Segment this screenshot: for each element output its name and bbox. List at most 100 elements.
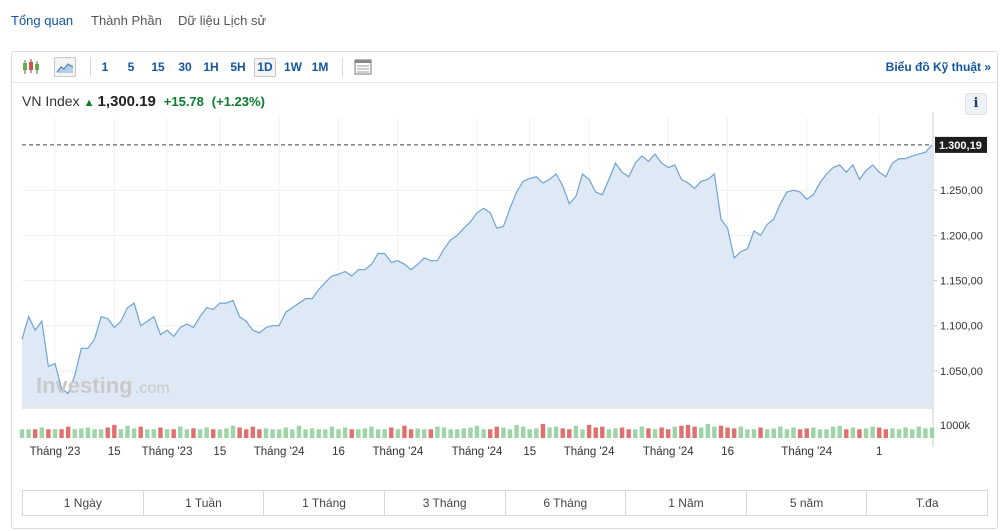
range-6m-button[interactable]: 6 Tháng (506, 491, 627, 515)
volume-bar (850, 427, 856, 438)
volume-bar (428, 429, 434, 438)
x-tick-label: 16 (721, 446, 734, 458)
volume-bar (158, 427, 163, 438)
volume-bar (514, 424, 519, 438)
volume-bar (369, 426, 374, 438)
volume-bar (534, 428, 539, 438)
range-1m-button[interactable]: 1 Tháng (264, 491, 385, 515)
volume-bar (39, 427, 44, 438)
volume-bar (778, 426, 783, 438)
range-1y-button[interactable]: 1 Năm (626, 491, 747, 515)
interval-5h-button[interactable]: 5H (230, 60, 246, 74)
range-1w-button[interactable]: 1 Tuần (144, 491, 265, 515)
volume-bar (540, 424, 546, 438)
volume-bar (224, 428, 229, 438)
y-tick-label: 1.050,00 (940, 366, 983, 378)
volume-bar (613, 428, 618, 438)
tab-historical-data[interactable]: Dữ liệu Lịch sử (178, 13, 267, 28)
volume-bar (738, 426, 743, 438)
volume-bar (600, 426, 605, 438)
volume-bar (448, 429, 453, 438)
volume-bar (863, 428, 869, 438)
range-1d-button[interactable]: 1 Ngày (23, 491, 144, 515)
volume-bar (296, 425, 302, 438)
volume-bar (197, 429, 203, 438)
index-price: 1,300.19 (97, 93, 156, 110)
volume-bar (19, 429, 25, 438)
interval-1h-button[interactable]: 1H (203, 60, 219, 74)
volume-bar (184, 429, 190, 438)
volume-bar (580, 429, 585, 438)
x-tick-label: Tháng '23 (142, 446, 193, 458)
range-3m-button[interactable]: 3 Tháng (385, 491, 506, 515)
volume-bar (303, 429, 308, 438)
volume-bar (672, 426, 678, 438)
volume-bar (547, 427, 552, 438)
volume-bar (758, 427, 763, 438)
volume-bar (916, 426, 922, 438)
info-button[interactable]: i (965, 93, 987, 115)
volume-bar (461, 428, 467, 438)
volume-bar (784, 429, 790, 438)
volume-bar (145, 429, 150, 438)
volume-bar (85, 427, 91, 438)
price-chart: Investing .com 1.050,00 1.100,00 1.150,00 1… (19, 112, 987, 458)
volume-bar (877, 427, 882, 438)
volume-bar (230, 425, 236, 438)
volume-bar (494, 426, 499, 438)
volume-bar (679, 425, 684, 438)
x-tick-label: Tháng '24 (372, 446, 423, 458)
volume-bar (520, 426, 526, 438)
candlestick-icon[interactable] (20, 57, 42, 77)
area-chart-icon[interactable] (54, 57, 76, 77)
volume-bar (797, 429, 803, 438)
volume-bar (435, 426, 440, 438)
volume-bar (336, 429, 341, 438)
price-line (21, 144, 933, 395)
volume-bar (164, 429, 170, 438)
tab-overview[interactable]: Tổng quan (11, 13, 74, 28)
quote-headline: VN Index ▲ 1,300.19 +15.78 (+1.23%) (22, 93, 265, 113)
volume-bar (263, 428, 269, 438)
volume-bar (771, 428, 776, 438)
volume-bar (270, 429, 275, 438)
volume-bar (323, 429, 328, 438)
interval-1mo-button[interactable]: 1M (311, 60, 329, 74)
tab-components[interactable]: Thành Phần (91, 13, 162, 28)
interval-5m-button[interactable]: 5 (127, 60, 135, 74)
volume-bar (764, 429, 770, 438)
interval-1w-button[interactable]: 1W (284, 60, 302, 74)
interval-15m-button[interactable]: 15 (151, 60, 165, 74)
volume-bar (98, 429, 104, 438)
volume-bar (32, 429, 38, 438)
volume-bar (560, 428, 565, 438)
volume-bar (507, 429, 513, 438)
volume-bar (290, 429, 295, 438)
technical-chart-link[interactable]: Biểu đồ Kỹ thuật » (885, 60, 991, 74)
x-tick-label: 15 (523, 446, 536, 458)
volume-bar (474, 425, 480, 438)
interval-1m-button[interactable]: 1 (101, 60, 109, 74)
interval-30m-button[interactable]: 30 (178, 60, 192, 74)
y-tick-label: 1.100,00 (940, 321, 983, 333)
range-5y-button[interactable]: 5 năm (747, 491, 868, 515)
volume-bar (659, 427, 664, 438)
volume-bar (276, 429, 282, 438)
volume-bar (151, 429, 157, 438)
up-arrow-icon: ▲ (83, 97, 95, 109)
range-max-button[interactable]: T.đa (915, 496, 939, 510)
volume-bar (26, 429, 31, 438)
volume-bar (316, 429, 321, 438)
volume-bar (725, 427, 730, 438)
volume-bar (896, 429, 902, 438)
x-tick-label: 15 (213, 446, 226, 458)
volume-bar (283, 427, 288, 438)
volume-bar (178, 426, 183, 438)
volume-bar (105, 427, 110, 438)
watermark-suffix: .com (135, 380, 170, 397)
volume-bar (244, 429, 249, 438)
interval-1d-button[interactable]: 1D (254, 58, 276, 77)
table-icon[interactable] (352, 57, 374, 77)
volume-bar (402, 425, 407, 438)
last-price-label: 1.300,19 (939, 140, 982, 152)
